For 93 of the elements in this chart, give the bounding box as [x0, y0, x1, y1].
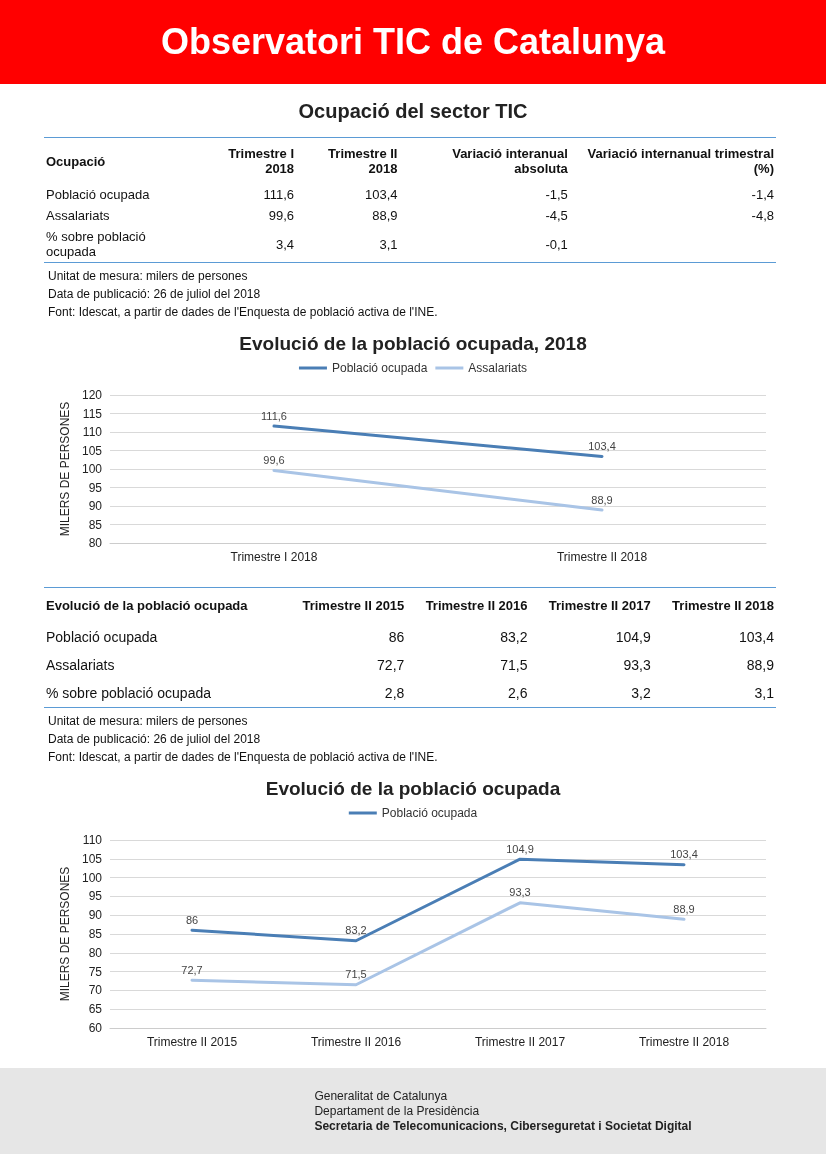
text: 72,7 [377, 657, 405, 673]
text: -1,5 [545, 187, 568, 202]
text: 88,9 [746, 657, 774, 673]
data-label: 104,9 [506, 842, 534, 855]
y-tick-label: 105 [81, 851, 103, 866]
category-label: Ocupació [45, 152, 107, 171]
category-label: Assalariats [46, 657, 115, 673]
text: Generalitat de Catalunya [314, 1088, 449, 1104]
text: 71,5 [500, 657, 528, 673]
x-tick-label: Trimestre II 2015 [146, 1035, 238, 1049]
text: 3,2 [631, 685, 651, 701]
text: 111,6 [263, 187, 295, 202]
text: Secretaria de Telecomunicacions, Ciberseguretat i Societat Digital [314, 1118, 692, 1134]
text: Departament de la Presidència [314, 1103, 481, 1119]
text: 93,3 [623, 657, 651, 673]
data-label: 103,4 [588, 439, 616, 452]
y-tick-label: 75 [88, 964, 103, 979]
data-label: 88,9 [673, 902, 695, 915]
data-label: 99,6 [263, 453, 285, 466]
text: 3,1 [754, 685, 774, 701]
legend-label: Població ocupada [381, 806, 478, 820]
x-tick-label: Trimestre II 2016 [310, 1035, 402, 1049]
data-label: 103,4 [670, 848, 698, 861]
text: Font: Idescat, a partir de dades de l'Enquesta de població activa de l'INE. [48, 749, 439, 766]
text: 99,6 [268, 208, 295, 223]
category-label: Variació internanual trimestral (%) [586, 145, 775, 178]
category-label: Trimestre II 2018 [327, 145, 399, 178]
y-tick-label: 95 [88, 480, 103, 495]
legend-label: Població ocupada [331, 361, 428, 375]
category-label: Població ocupada [46, 187, 150, 202]
data-label: 72,7 [181, 963, 203, 976]
y-tick-label: 110 [82, 833, 103, 847]
text: Observatori TIC de Catalunya [160, 21, 666, 63]
y-tick-label: 105 [81, 443, 103, 458]
y-tick-label: 65 [88, 1002, 103, 1017]
category-label: Variació interanual absoluta [451, 145, 569, 178]
category-label: Trimestre II 2017 [547, 597, 652, 615]
category-label: Trimestre II 2018 [671, 597, 775, 615]
y-tick-label: 85 [88, 517, 103, 532]
data-label: 83,2 [345, 924, 367, 937]
data-label: 86 [185, 913, 199, 926]
text: 103,4 [364, 187, 398, 202]
category-label: Evolució de la població ocupada [45, 597, 249, 615]
text: Ocupació del sector TIC [297, 100, 529, 123]
y-tick-label: 110 [82, 425, 103, 439]
data-label: 93,3 [509, 886, 531, 899]
text: 2,8 [384, 685, 405, 701]
y-tick-label: 80 [88, 945, 103, 960]
y-tick-label: 60 [88, 1021, 103, 1035]
text: Unitat de mesura: milers de persones [48, 268, 249, 285]
text: 83,2 [500, 629, 528, 645]
y-axis-title: MILERS DE PERSONES [58, 866, 73, 1002]
category-label: Assalariats [46, 208, 110, 223]
y-tick-label: 85 [88, 927, 103, 941]
x-tick-label: Trimestre II 2018 [638, 1035, 730, 1049]
category-label: % sobre població ocupada [46, 229, 146, 259]
category-label: Trimestre I 2018 [227, 145, 296, 178]
data-label: 111,6 [261, 409, 287, 422]
text: 3,4 [276, 236, 295, 252]
category-label: Trimestre II 2015 [301, 597, 406, 615]
text: Data de publicació: 26 de juliol del 2018 [48, 286, 262, 303]
category-label: Població ocupada [46, 629, 158, 645]
text: -4,8 [751, 208, 774, 223]
text: -1,4 [751, 187, 774, 202]
text: 103,4 [738, 629, 774, 645]
text: Unitat de mesura: milers de persones [48, 713, 249, 730]
text: -4,5 [545, 208, 568, 223]
y-tick-label: 100 [81, 870, 103, 885]
y-tick-label: 90 [88, 908, 103, 923]
text: 88,9 [372, 208, 398, 223]
text: 86 [388, 629, 405, 645]
y-axis-title: MILERS DE PERSONES [58, 401, 73, 537]
y-tick-label: 100 [81, 462, 103, 476]
text: -0,1 [545, 236, 568, 252]
data-label: 71,5 [345, 968, 367, 981]
y-tick-label: 95 [88, 889, 103, 904]
y-tick-label: 120 [81, 388, 103, 402]
category-label: Trimestre II 2016 [424, 597, 529, 615]
text: 104,9 [615, 629, 651, 645]
text: 2,6 [508, 685, 528, 701]
chart-title: Evolució de la població ocupada [265, 778, 561, 799]
text: 3,1 [379, 236, 398, 252]
y-tick-label: 115 [82, 406, 103, 421]
category-label: % sobre població ocupada [46, 685, 212, 701]
y-tick-label: 90 [88, 499, 103, 513]
chart-title: Evolució de la població ocupada, 2018 [239, 333, 587, 354]
data-label: 88,9 [591, 493, 613, 506]
legend-label: Assalariats [468, 361, 528, 375]
x-tick-label: Trimestre II 2017 [474, 1035, 566, 1049]
text: Font: Idescat, a partir de dades de l'Enquesta de població activa de l'INE. [48, 304, 439, 321]
text: Data de publicació: 26 de juliol del 2018 [48, 731, 262, 748]
y-tick-label: 80 [88, 536, 103, 550]
y-tick-label: 70 [88, 983, 103, 998]
